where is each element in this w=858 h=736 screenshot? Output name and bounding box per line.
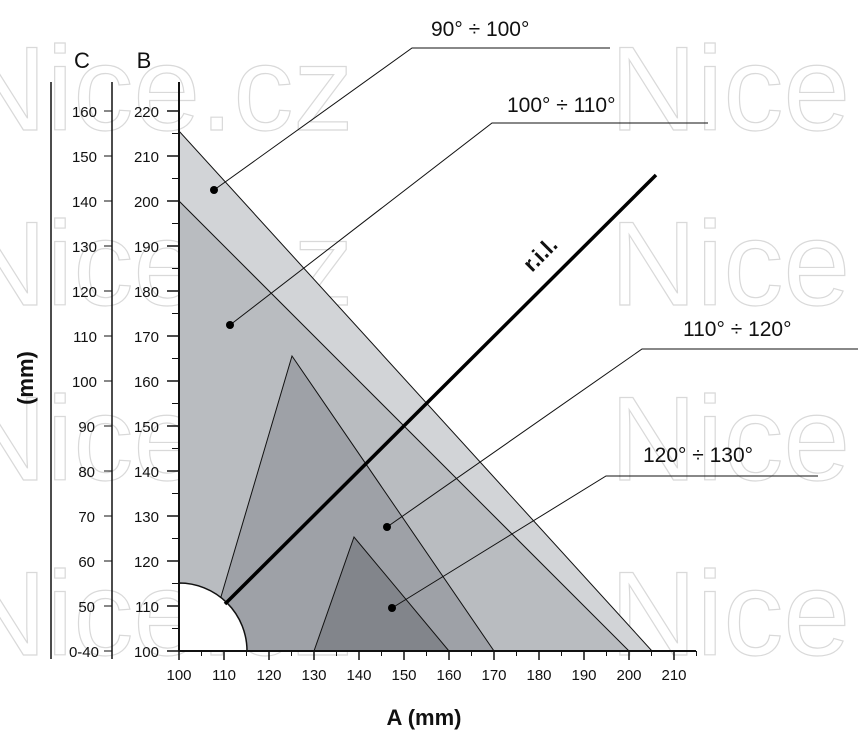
x-tick-labels: 100 110 120 130 140 150 160 170 180 190 … xyxy=(166,667,686,684)
watermark-text-6: Nice.cz xyxy=(610,372,858,506)
x-tick-label: 130 xyxy=(301,667,326,684)
watermark-text-1: Nice.cz xyxy=(0,22,353,156)
c-tick-label: 100 xyxy=(72,374,97,391)
callout-120-130: 120° ÷ 130° xyxy=(388,444,818,612)
c-tick-label: 110 xyxy=(73,329,97,346)
ril-line xyxy=(223,173,658,606)
c-tick-label: 150 xyxy=(72,149,97,166)
b-tick-label: 170 xyxy=(134,329,159,346)
b-tick-label: 220 xyxy=(134,104,159,121)
range-label-100-110: 100° ÷ 110° xyxy=(507,94,616,117)
callout-90-100: 90° ÷ 100° xyxy=(210,18,610,194)
range-label-120-130: 120° ÷ 130° xyxy=(643,444,753,467)
c-tick-label: 0-40 xyxy=(69,644,99,661)
c-tick-label: 70 xyxy=(78,509,95,526)
b-tick-label: 110 xyxy=(135,599,159,616)
range-label-110-120: 110° ÷ 120° xyxy=(683,318,792,341)
x-tick-label: 170 xyxy=(481,667,506,684)
c-tick-label: 160 xyxy=(72,104,97,121)
watermark: Nice.cz Nice.cz Nice.cz Nice.cz Nice.cz … xyxy=(0,21,858,681)
callout-110-120: 110° ÷ 120° xyxy=(383,318,858,531)
b-tick-label: 190 xyxy=(134,239,159,256)
c-tick-label: 120 xyxy=(72,284,97,301)
c-tick-label: 80 xyxy=(78,464,95,481)
x-tick-label: 100 xyxy=(166,667,191,684)
b-tick-label: 130 xyxy=(134,509,159,526)
b-tick-label: 150 xyxy=(134,419,159,436)
watermark-text-2: Nice.cz xyxy=(610,22,858,156)
callout-100-110: 100° ÷ 110° xyxy=(226,94,708,329)
x-tick-label: 160 xyxy=(436,667,461,684)
axis-ticks xyxy=(104,110,697,660)
b-tick-label: 100 xyxy=(134,644,159,661)
y-unit-label: (mm) xyxy=(13,351,38,405)
c-tick-label: 140 xyxy=(72,194,97,211)
origin-quarter-circle xyxy=(178,582,248,652)
b-tick-label: 120 xyxy=(134,554,159,571)
watermark-text-8: Nice.cz xyxy=(610,547,858,681)
x-tick-label: 200 xyxy=(616,667,641,684)
c-axis-label: C xyxy=(74,48,90,73)
b-tick-labels: 100 110 120 130 140 150 160 170 180 190 … xyxy=(134,104,159,661)
x-tick-label: 190 xyxy=(571,667,596,684)
c-tick-label: 60 xyxy=(78,554,95,571)
range-label-90-100: 90° ÷ 100° xyxy=(431,18,529,41)
b-tick-label: 200 xyxy=(134,194,159,211)
x-tick-label: 210 xyxy=(661,667,686,684)
b-tick-label: 210 xyxy=(134,149,159,166)
x-tick-label: 180 xyxy=(526,667,551,684)
c-tick-label: 50 xyxy=(78,599,95,616)
x-tick-label: 150 xyxy=(391,667,416,684)
x-axis-title: A (mm) xyxy=(387,705,462,730)
x-tick-label: 140 xyxy=(346,667,371,684)
x-tick-label: 120 xyxy=(256,667,281,684)
b-tick-label: 180 xyxy=(134,284,159,301)
c-tick-label: 130 xyxy=(72,239,97,256)
watermark-text-4: Nice.cz xyxy=(610,197,858,331)
c-tick-labels: 0-40 50 60 70 80 90 100 110 120 130 140 … xyxy=(69,104,99,661)
b-tick-label: 140 xyxy=(134,464,159,481)
b-tick-label: 160 xyxy=(134,374,159,391)
c-tick-label: 90 xyxy=(78,419,95,436)
ril-label: r.i.l. xyxy=(518,232,562,276)
x-tick-label: 110 xyxy=(212,667,236,684)
b-axis-label: B xyxy=(137,48,152,73)
